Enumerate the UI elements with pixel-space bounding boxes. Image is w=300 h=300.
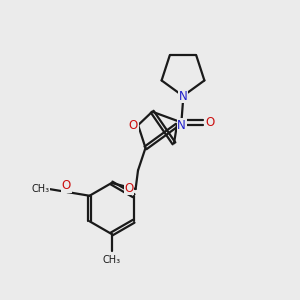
Text: CH₃: CH₃	[31, 184, 50, 194]
Text: CH₃: CH₃	[103, 255, 121, 265]
Text: N: N	[177, 118, 186, 132]
Text: O: O	[129, 118, 138, 132]
Text: O: O	[205, 116, 214, 129]
Text: O: O	[62, 179, 71, 192]
Text: N: N	[178, 89, 188, 103]
Text: O: O	[124, 182, 134, 195]
